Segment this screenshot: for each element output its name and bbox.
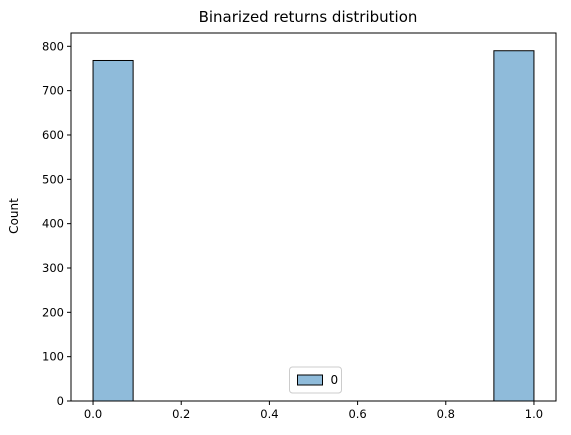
y-tick-label: 0 [57,394,64,408]
y-tick-label: 400 [42,217,64,231]
y-tick-label: 100 [42,350,64,364]
x-tick-label: 0.0 [84,407,102,421]
y-axis-label: Count [7,198,21,234]
y-tick-label: 500 [42,172,64,186]
x-tick-label: 0.4 [260,407,278,421]
plot-frame [70,32,557,402]
x-tick-label: 0.8 [437,407,455,421]
y-tick-label: 600 [42,128,64,142]
chart-title: Binarized returns distribution [199,8,418,26]
y-tick-label: 300 [42,261,64,275]
y-tick-label: 700 [42,84,64,98]
histogram-bars [92,50,535,402]
x-tick-label: 0.2 [172,407,190,421]
x-tick-label: 1.0 [525,407,543,421]
histogram-bar [92,59,134,402]
x-axis: 0.0 0.2 0.4 0.6 0.8 1.0 [84,401,543,421]
legend-label: 0 [331,373,339,387]
x-tick-label: 0.6 [348,407,366,421]
y-axis: 0 100 200 300 400 500 600 700 800 [42,39,71,408]
legend-swatch [297,374,323,386]
y-tick-label: 200 [42,305,64,319]
y-tick-label: 800 [42,39,64,53]
histogram-bar [493,50,535,402]
legend: 0 [289,366,342,394]
